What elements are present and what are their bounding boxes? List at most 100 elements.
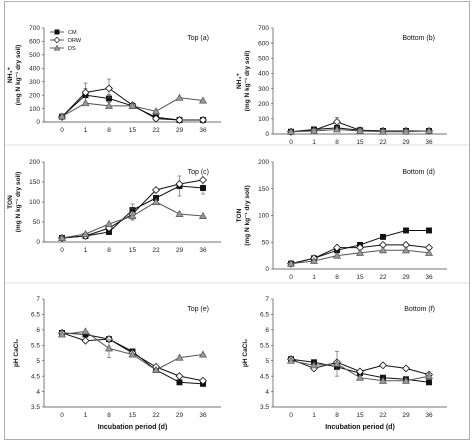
y-tick-label: 6 xyxy=(36,327,40,334)
data-point-cm xyxy=(176,379,183,386)
y-tick-label: 6 xyxy=(265,327,269,334)
x-tick-label: 0 xyxy=(60,247,64,254)
panel-1: 0 100 200 300 400 500 600 700 0 1 8 15 22 29 36 NH₄⁺ (mg… xyxy=(7,25,221,134)
y-tick-label: 3.5 xyxy=(31,404,40,411)
x-tick-label: 8 xyxy=(107,127,111,134)
y-tick-label: 7 xyxy=(265,296,269,303)
panel-title: Bottom (d) xyxy=(402,169,435,176)
y-tick-label: 150 xyxy=(258,186,269,193)
data-point-drw xyxy=(152,186,160,194)
y-tick-label: 700 xyxy=(29,25,40,32)
y-axis-label: TON xyxy=(236,208,243,222)
panel-title: Top (c) xyxy=(188,169,209,176)
x-tick-label: 22 xyxy=(152,412,160,419)
y-tick-label: 600 xyxy=(258,40,269,47)
legend: CM DRW DS xyxy=(50,29,82,52)
y-tick-label: 50 xyxy=(262,239,270,246)
x-tick-label: 15 xyxy=(356,274,364,281)
data-point-ds xyxy=(309,361,319,369)
x-tick-label: 36 xyxy=(199,127,207,134)
x-tick-label: 22 xyxy=(379,139,387,146)
x-tick-label: 1 xyxy=(84,247,88,254)
data-point-ds xyxy=(378,376,388,384)
y-tick-label: 5 xyxy=(265,358,269,365)
x-tick-label: 22 xyxy=(379,274,387,281)
panel-5: 3.5 4 4.5 5 5.5 6 6.5 7 0 1 8 15 22 29 36 pH CaCl₂ Incub… xyxy=(13,296,221,431)
y-tick-label: 100 xyxy=(258,213,269,220)
y-tick-label: 7 xyxy=(36,296,40,303)
y-axis-label: (mg N kg⁻¹ dry soil) xyxy=(244,185,251,246)
data-point-ds xyxy=(378,127,388,135)
data-point-ds xyxy=(401,246,411,254)
x-tick-label: 1 xyxy=(312,274,316,281)
legend-label: DS xyxy=(68,46,76,52)
y-tick-label: 150 xyxy=(29,179,40,186)
data-point-cm xyxy=(380,233,386,240)
panel-3: 0 50 100 150 200 0 1 8 15 22 29 36 TON (mg N kg⁻¹ dry… xyxy=(7,159,221,254)
data-point-ds xyxy=(286,127,296,135)
data-point-drw xyxy=(333,117,341,126)
data-point-ds xyxy=(128,211,137,219)
x-tick-label: 8 xyxy=(335,412,339,419)
x-tick-label: 29 xyxy=(176,412,184,419)
data-point-ds xyxy=(104,344,114,352)
legend-label: CM xyxy=(68,30,77,36)
y-tick-label: 700 xyxy=(258,25,269,32)
y-axis-label: (mg N kg⁻¹ dry soil) xyxy=(15,45,22,106)
x-tick-label: 22 xyxy=(379,412,387,419)
data-point-cm xyxy=(426,227,432,234)
data-point-ds xyxy=(332,251,342,259)
x-tick-label: 15 xyxy=(129,247,137,254)
y-tick-label: 400 xyxy=(258,71,269,78)
x-tick-label: 8 xyxy=(335,139,339,146)
y-tick-label: 0 xyxy=(36,239,40,246)
y-axis-label: pH CaCl₂ xyxy=(13,339,20,367)
data-point-drw xyxy=(81,336,90,345)
x-tick-label: 0 xyxy=(60,412,64,419)
x-tick-label: 29 xyxy=(402,139,410,146)
x-tick-label: 15 xyxy=(356,412,364,419)
data-point-ds xyxy=(128,350,137,358)
x-tick-label: 0 xyxy=(60,127,64,134)
data-point-drw xyxy=(81,88,90,97)
data-point-drw xyxy=(175,180,184,188)
data-point-ds xyxy=(57,233,67,241)
data-point-drw xyxy=(402,364,410,373)
x-tick-label: 36 xyxy=(425,139,433,146)
data-point-ds xyxy=(104,219,114,227)
y-axis-label: pH CaCl₂ xyxy=(242,339,249,367)
y-tick-label: 100 xyxy=(29,199,40,206)
data-point-cm xyxy=(426,379,432,386)
x-tick-label: 29 xyxy=(402,274,410,281)
data-point-ds xyxy=(151,197,161,205)
data-point-drw xyxy=(175,372,184,381)
data-point-drw xyxy=(199,116,207,124)
x-tick-label: 1 xyxy=(312,139,316,146)
legend-marker xyxy=(53,44,61,51)
data-point-ds xyxy=(309,256,319,264)
y-tick-label: 500 xyxy=(258,55,269,62)
panel-4: 0 50 100 150 200 0 1 8 15 22 29 36 TON (mg N kg⁻¹ dry… xyxy=(236,159,447,281)
data-point-ds xyxy=(401,127,411,135)
x-tick-label: 15 xyxy=(129,412,137,419)
y-tick-label: 5 xyxy=(36,358,40,365)
y-axis-label: NH₄⁺ xyxy=(236,72,243,88)
panel-title: Top (e) xyxy=(187,306,209,313)
data-point-ds xyxy=(81,99,90,107)
data-point-ds xyxy=(424,372,434,380)
data-point-ds xyxy=(355,373,365,381)
y-tick-label: 200 xyxy=(29,92,40,99)
data-point-ds xyxy=(286,356,296,364)
data-point-ds xyxy=(81,327,90,335)
figure-frame xyxy=(4,1,470,440)
y-tick-label: 200 xyxy=(258,159,269,166)
panel-title: Top (a) xyxy=(187,35,209,42)
x-axis-label: Incubation period (d) xyxy=(98,424,168,431)
data-point-drw xyxy=(379,361,387,370)
x-tick-label: 36 xyxy=(425,412,433,419)
x-tick-label: 8 xyxy=(107,412,111,419)
y-tick-label: 6.5 xyxy=(260,312,269,319)
data-point-ds xyxy=(175,93,184,101)
